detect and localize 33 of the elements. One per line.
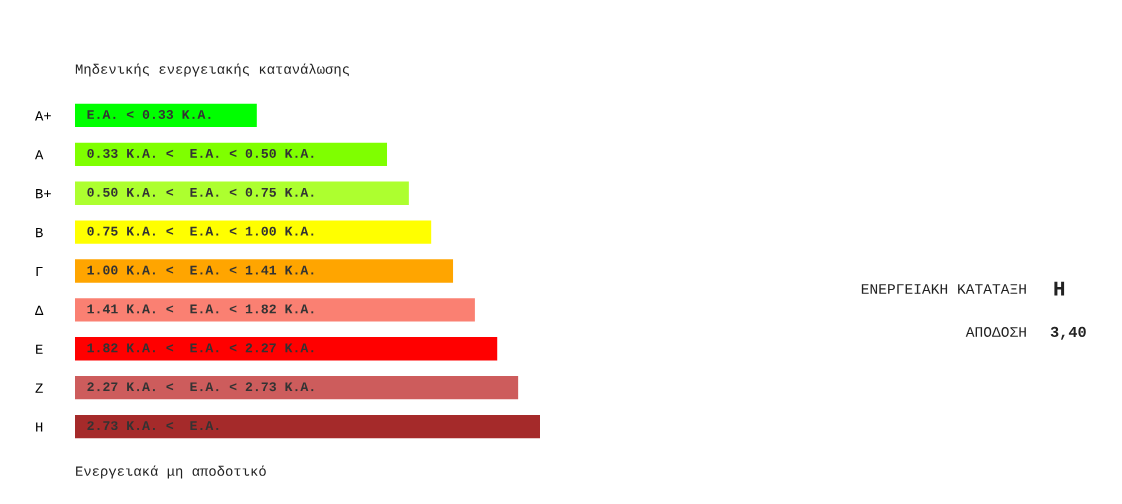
y-tick-label: Δ [35, 305, 44, 315]
y-tick-label: Β [36, 227, 43, 238]
bar [75, 376, 519, 400]
bar [75, 103, 257, 128]
bar [75, 414, 540, 439]
text: Ενεργειακά μη αποδοτικό [76, 465, 266, 479]
y-tick-label: Α [35, 150, 44, 160]
y-tick-label: Α+ [35, 111, 51, 121]
y-tick-label: Ε [36, 344, 43, 354]
annotation: 0.75 Κ.Α. < Ε.Α. < 1.00 Κ.Α. [87, 226, 314, 236]
bar [75, 298, 475, 322]
annotation: 2.27 Κ.Α. < Ε.Α. < 2.73 Κ.Α. [87, 382, 314, 392]
annotation: 2.73 Κ.Α. < Ε.Α. [87, 421, 219, 431]
text: Η [1054, 281, 1065, 296]
y-tick-label: Β+ [36, 189, 51, 199]
bar [75, 142, 388, 166]
y-tick-label: Γ [36, 266, 43, 277]
annotation: 1.82 Κ.Α. < Ε.Α. < 2.27 Κ.Α. [87, 343, 314, 353]
annotation: Ε.Α. < 0.33 Κ.Α. [87, 110, 211, 119]
text: ΑΠΟΔΟΣΗ [965, 327, 1026, 337]
y-tick-label: Η [36, 422, 43, 432]
text: 3,40 [1050, 326, 1086, 340]
text: Μηδενικής ενεργειακής κατανάλωσης [75, 63, 349, 77]
bar [75, 220, 432, 244]
annotation: 1.00 Κ.Α. < Ε.Α. < 1.41 Κ.Α. [87, 265, 314, 275]
bar [75, 337, 498, 361]
bar [75, 181, 409, 205]
y-tick-label: Ζ [35, 383, 43, 393]
text: ΕΝΕΡΓΕΙΑΚΗ ΚΑΤΑΤΑΞΗ [861, 284, 1026, 294]
bar [75, 259, 454, 283]
annotation: 0.50 Κ.Α. < Ε.Α. < 0.75 Κ.Α. [87, 187, 314, 197]
annotation: 0.33 Κ.Α. < Ε.Α. < 0.50 Κ.Α. [87, 148, 314, 158]
annotation: 1.41 Κ.Α. < Ε.Α. < 1.82 Κ.Α. [87, 304, 314, 314]
